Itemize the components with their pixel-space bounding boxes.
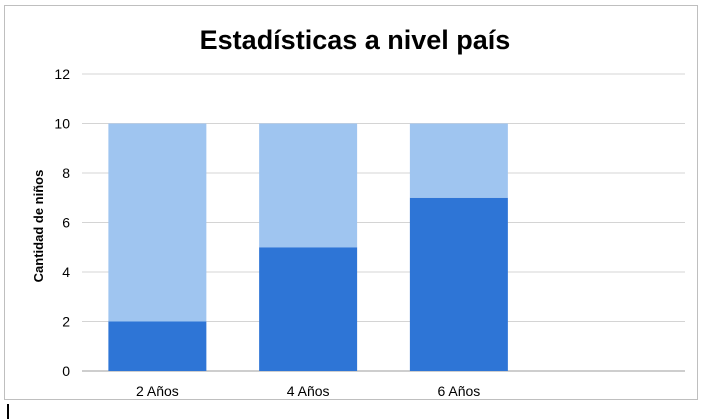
bar-upper-2 [259,123,358,248]
chart-title: Estadísticas a nivel país [200,25,511,55]
chart-frame: Estadísticas a nivel país Cantidad de ni… [4,5,698,400]
x-tick-label: 6 Años [437,383,480,399]
y-tick-label: 6 [62,215,70,231]
bar-upper-3 [409,123,508,198]
y-tick-label: 8 [62,165,70,181]
y-tick-label: 10 [54,116,70,132]
x-tick-label: 2 Años [136,383,179,399]
bars [108,123,508,371]
bar-lower-2 [259,247,358,371]
y-tick-label: 2 [62,314,70,330]
y-tick-label: 4 [62,264,70,280]
x-tick-labels: 2 Años 4 Años 6 Años [136,383,480,399]
chart-svg: Estadísticas a nivel país Cantidad de ni… [31,25,685,399]
y-tick-label: 0 [62,363,70,379]
bar-upper-1 [108,123,207,322]
edge-mark [7,404,9,419]
bar-lower-3 [409,197,508,371]
x-tick-label: 4 Años [287,383,330,399]
bar-lower-1 [108,321,207,371]
y-axis-label: Cantidad de niños [31,170,46,283]
y-tick-label: 12 [54,66,70,82]
y-tick-labels: 0 2 4 6 8 10 12 [54,66,70,379]
